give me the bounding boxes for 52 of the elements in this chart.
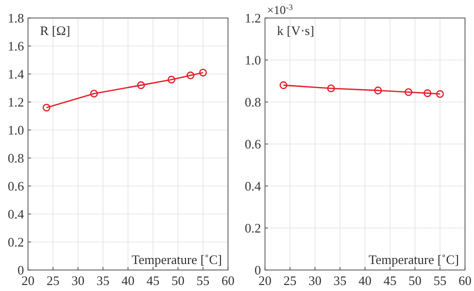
point <box>374 86 382 94</box>
x-tick-label: 35 <box>96 273 110 288</box>
point <box>199 68 207 76</box>
point <box>186 72 194 80</box>
x-tick-label: 40 <box>358 273 372 288</box>
x-tick-label: 50 <box>172 273 184 288</box>
x-tick-label: 25 <box>284 273 296 288</box>
x-tick-label: 50 <box>408 273 422 288</box>
y-tick-label: 0.6 <box>244 136 262 152</box>
x-axis-title: Temperature [˚C] <box>132 252 222 267</box>
x-tick-label: 45 <box>146 273 160 288</box>
point <box>168 76 176 84</box>
x-tick-label: 45 <box>384 273 396 288</box>
x-tick-label: 60 <box>222 273 234 288</box>
x-tick-label: 20 <box>22 273 34 288</box>
x-tick-label: 55 <box>196 273 210 288</box>
x-axis-title: Temperature [˚C] <box>368 252 459 267</box>
x-tick-label: 30 <box>308 273 322 288</box>
x-tick-label: 20 <box>258 273 272 288</box>
x-tick-label: 30 <box>72 273 84 288</box>
x-tick-label: 55 <box>434 273 446 288</box>
y-tick-label: 1.0 <box>8 122 24 138</box>
y-tick-label: 1.2 <box>244 10 261 26</box>
y-tick-label: 0 <box>18 262 24 278</box>
y-tick-label: 0.2 <box>8 234 24 250</box>
point <box>90 90 98 98</box>
y-tick-label: 1.8 <box>8 10 24 26</box>
y-tick-label: 1.2 <box>8 94 24 110</box>
text: ×10$^{-3}$ <box>267 2 293 17</box>
x-tick-label: 40 <box>122 273 134 288</box>
y-tick-label: 0.2 <box>244 220 261 236</box>
y-tick-label: 0 <box>254 262 261 278</box>
point <box>424 89 432 98</box>
y-tick-label: 1.0 <box>244 52 261 68</box>
y-tick-label: 0.4 <box>8 206 24 222</box>
y-tick-label: 0.6 <box>8 178 24 194</box>
point <box>436 90 444 98</box>
point <box>280 81 288 90</box>
y-axis-title: k [V·s] <box>277 23 314 38</box>
point <box>42 104 50 112</box>
point <box>327 84 335 92</box>
y-tick-label: 0.8 <box>8 150 24 166</box>
y-tick-label: 0.8 <box>244 94 261 110</box>
x-tick-label: 60 <box>458 273 472 288</box>
y-axis-title: R [Ω] <box>40 23 70 38</box>
y-tick-label: 0.4 <box>244 178 262 194</box>
x-tick-label: 35 <box>334 273 346 288</box>
point <box>404 88 412 96</box>
point <box>137 81 145 90</box>
x-tick-label: 25 <box>46 273 60 288</box>
y-tick-label: 1.4 <box>8 66 24 82</box>
y-tick-label: 1.6 <box>8 38 24 54</box>
